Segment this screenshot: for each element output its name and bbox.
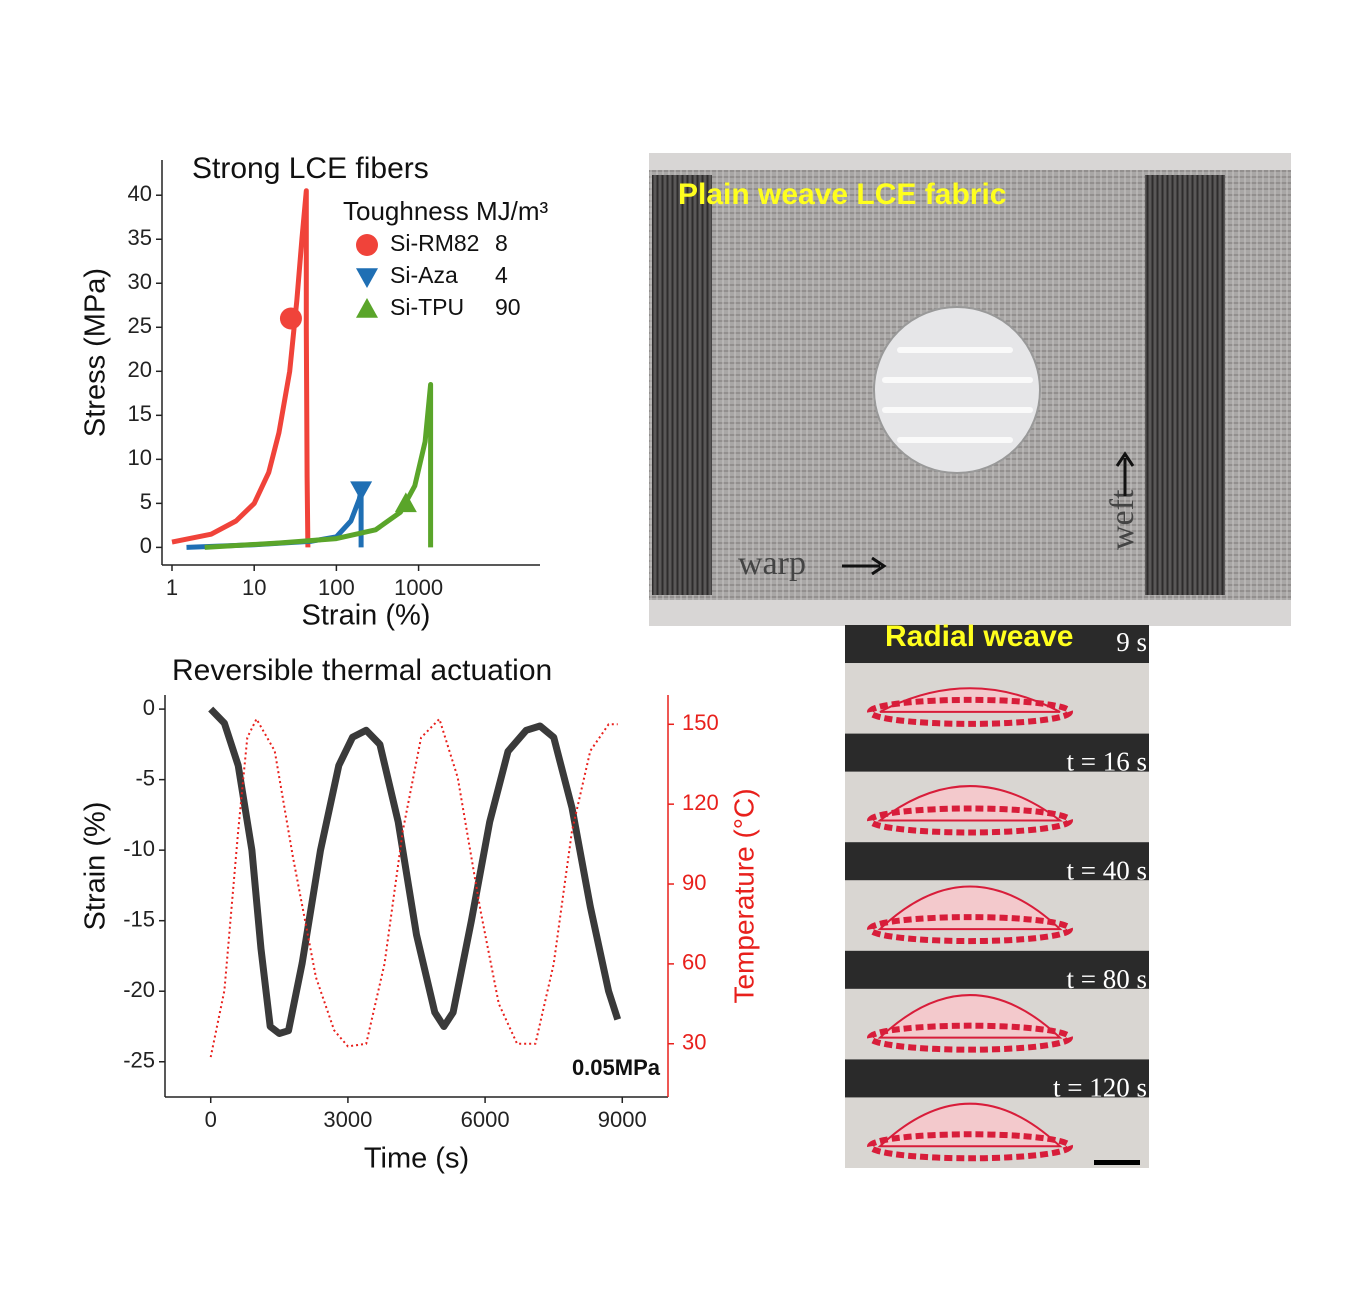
series-marker	[350, 481, 373, 502]
rim	[867, 1022, 1073, 1053]
y-tick-label: -25	[123, 1048, 155, 1073]
x-tick-label: 1	[166, 575, 178, 600]
frame-label: 9 s	[1116, 627, 1147, 657]
frame-label: t = 16 s	[1067, 747, 1148, 777]
y-tick-label: 5	[140, 489, 152, 514]
y2-tick-label: 90	[682, 870, 706, 895]
legend-symbol	[356, 298, 378, 318]
y-tick-label: 35	[128, 225, 152, 250]
y-tick-label: 20	[128, 357, 152, 382]
frame-bg	[845, 625, 1149, 664]
rim	[867, 914, 1073, 945]
legend-symbol	[356, 234, 378, 256]
y-tick-label: -20	[123, 977, 155, 1002]
legend-value: 8	[495, 230, 508, 256]
series-line	[204, 382, 434, 550]
series-marker	[279, 307, 302, 330]
radial-photo: 9 s t = 16 s t = 40 s t = 80 s t = 120 s Radi…	[845, 620, 1149, 1168]
frame-bg	[845, 1059, 1149, 1098]
y-tick-label: 40	[128, 181, 152, 206]
frame-label: t = 120 s	[1053, 1072, 1147, 1102]
y-axis-label: Stress (MPa)	[80, 268, 112, 437]
rim	[867, 1131, 1073, 1162]
x-axis-label: Strain (%)	[302, 600, 431, 632]
fabric-photo: Plain weave LCE fabric warp weft	[649, 153, 1291, 626]
frame-bg	[845, 842, 1149, 881]
legend-label: Si-RM82	[390, 230, 479, 256]
x-tick-label: 0	[205, 1107, 217, 1132]
y-tick-label: 0	[140, 533, 152, 558]
x-tick-label: 9000	[598, 1107, 647, 1132]
series-line	[209, 718, 618, 1058]
frame-bg	[845, 950, 1149, 989]
x-tick-label: 100	[318, 575, 355, 600]
y-tick-label: -15	[123, 906, 155, 931]
series-marker	[394, 492, 417, 513]
y-axis-label: Strain (%)	[80, 802, 112, 931]
rim	[867, 805, 1073, 836]
y-tick-label: 10	[128, 445, 152, 470]
y2-axis-label: Temperature (°C)	[728, 788, 759, 1003]
legend-value: 90	[495, 294, 521, 320]
y-tick-label: -5	[135, 765, 155, 790]
frame-label: t = 80 s	[1067, 964, 1148, 994]
legend-label: Si-TPU	[390, 294, 464, 320]
legend-label: Si-Aza	[390, 262, 458, 288]
x-axis-label: Time (s)	[364, 1143, 469, 1175]
annotation: 0.05MPa	[572, 1055, 661, 1080]
x-tick-label: 3000	[323, 1107, 372, 1132]
y2-tick-label: 30	[682, 1030, 706, 1055]
y-tick-label: -10	[123, 836, 155, 861]
series-line	[171, 188, 311, 548]
series-line	[208, 706, 622, 1037]
y-tick-label: 25	[128, 313, 152, 338]
scale-bar	[1094, 1160, 1140, 1165]
legend-symbol	[356, 268, 378, 288]
x-tick-label: 6000	[461, 1107, 510, 1132]
chart-title: Strong LCE fibers	[192, 152, 429, 185]
frame-label: t = 40 s	[1067, 855, 1148, 885]
y-tick-label: 15	[128, 401, 152, 426]
chart-thermal: 0 -5 -10 -15 -20 -25 0 3000 6000 9000 30 60 90 120 150…	[80, 654, 760, 1175]
photo-title: Radial weave	[885, 620, 1073, 653]
y-tick-label: 30	[128, 269, 152, 294]
photo-title: Plain weave LCE fabric	[678, 178, 1006, 211]
legend-value: 4	[495, 262, 508, 288]
y2-tick-label: 120	[682, 790, 719, 815]
weft-label: weft	[1104, 489, 1141, 550]
frame-bg	[845, 733, 1149, 772]
chart-title: Reversible thermal actuation	[172, 654, 552, 687]
legend-title: Toughness MJ/m³	[343, 196, 549, 226]
chart-stress-strain: 0 5 10 15 20 25 30 35 40 1 10 100 1000 Strong LCE fib…	[80, 152, 549, 632]
warp-label: warp	[738, 545, 806, 582]
y-tick-label: 0	[143, 695, 155, 720]
x-tick-label: 1000	[394, 575, 443, 600]
y2-tick-label: 60	[682, 950, 706, 975]
y2-tick-label: 150	[682, 710, 719, 735]
rim	[867, 696, 1073, 727]
x-tick-label: 10	[242, 575, 266, 600]
